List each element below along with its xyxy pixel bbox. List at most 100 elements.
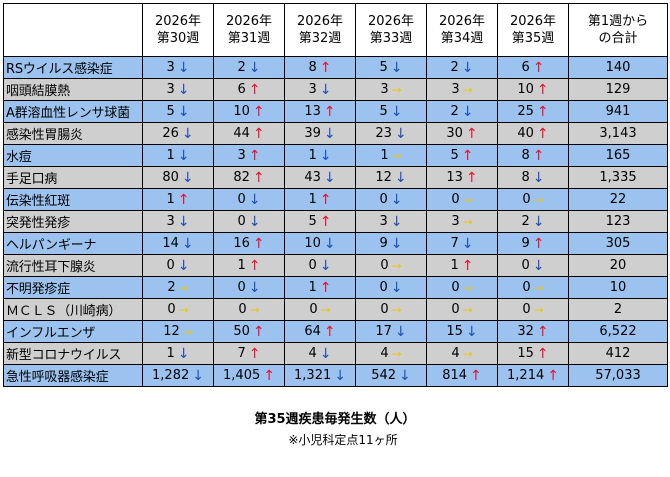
week-value-cell: 1 ↓ — [142, 144, 214, 167]
trend-down-arrow-icon: ↓ — [248, 214, 261, 230]
disease-name: A群溶血性レンサ球菌 — [3, 100, 143, 123]
case-count: 3 — [380, 82, 389, 97]
case-count: 1,405 — [223, 368, 261, 383]
week-value-cell: 2 ↓ — [426, 56, 498, 79]
trend-down-arrow-icon: ↓ — [532, 170, 545, 186]
case-count: 13 — [446, 170, 463, 185]
case-count: 5 — [450, 148, 459, 163]
trend-down-arrow-icon: ↓ — [394, 170, 407, 186]
week-value-cell: 10 ↑ — [213, 100, 285, 123]
trend-flat-arrow-icon: → — [249, 303, 260, 317]
header-week-31: 2026年 第31週 — [213, 3, 285, 57]
disease-name: 新型コロナウイルス — [3, 342, 143, 365]
week-value-cell: 30 ↑ — [426, 122, 498, 145]
trend-flat-arrow-icon: → — [391, 83, 402, 97]
header-row: 2026年 第30週 2026年 第31週 2026年 第32週 2026年 第33週 … — [3, 3, 668, 57]
week-value-cell: 1 ↑ — [284, 276, 356, 299]
trend-down-arrow-icon: ↓ — [177, 346, 190, 362]
week-value-cell: 4 → — [426, 342, 498, 365]
case-count: 542 — [371, 368, 397, 383]
week-value-cell: 12 → — [142, 320, 214, 343]
case-count: 0 — [166, 258, 175, 273]
trend-down-arrow-icon: ↓ — [532, 214, 545, 230]
cumulative-total: 941 — [568, 100, 668, 123]
table-row: インフルエンザ 12 → 50 ↑ 64 ↑ 17 ↓ 15 ↓ 32 ↑ 6,522 — [3, 320, 668, 343]
cumulative-total: 10 — [568, 276, 668, 299]
table-row: RSウイルス感染症 3 ↓ 2 ↓ 8 ↑ 5 ↓ 2 ↓ 6 ↑ 140 — [3, 56, 668, 79]
case-count: 5 — [379, 104, 388, 119]
week-value-cell: 6 ↑ — [213, 78, 285, 101]
week-value-cell: 0 → — [426, 298, 498, 321]
week-value-cell: 2 ↓ — [426, 100, 498, 123]
trend-down-arrow-icon: ↓ — [177, 258, 190, 274]
week-value-cell: 542 ↓ — [355, 364, 427, 387]
trend-down-arrow-icon: ↓ — [390, 192, 403, 208]
week-value-cell: 43 ↓ — [284, 166, 356, 189]
table-row: 流行性耳下腺炎 0 ↓ 1 ↑ 0 ↓ 0 → 1 ↑ 0 ↓ 20 — [3, 254, 668, 277]
case-count: 80 — [162, 170, 179, 185]
case-count: 0 — [238, 302, 247, 317]
case-count: 0 — [308, 258, 317, 273]
case-count: 23 — [375, 126, 392, 141]
week-value-cell: 3 ↓ — [142, 78, 214, 101]
trend-down-arrow-icon: ↓ — [323, 170, 336, 186]
case-count: 17 — [375, 324, 392, 339]
case-count: 0 — [379, 192, 388, 207]
week-value-cell: 10 ↑ — [497, 78, 569, 101]
case-count: 0 — [237, 192, 246, 207]
week-value-cell: 1 ↑ — [213, 254, 285, 277]
case-count: 3 — [379, 214, 388, 229]
week-value-cell: 0 → — [497, 188, 569, 211]
case-count: 6 — [237, 82, 246, 97]
week-value-cell: 0 ↓ — [284, 254, 356, 277]
case-count: 1,321 — [294, 368, 332, 383]
case-count: 1 — [308, 192, 317, 207]
trend-down-arrow-icon: ↓ — [394, 324, 407, 340]
week-value-cell: 1,282 ↓ — [142, 364, 214, 387]
trend-down-arrow-icon: ↓ — [192, 368, 204, 384]
case-count: 3 — [237, 148, 246, 163]
table-row: 突発性発疹 3 ↓ 0 ↓ 5 ↑ 3 ↓ 3 → 2 ↓ 123 — [3, 210, 668, 233]
case-count: 5 — [166, 104, 175, 119]
week-value-cell: 0 → — [426, 276, 498, 299]
week-value-cell: 10 ↓ — [284, 232, 356, 255]
trend-down-arrow-icon: ↓ — [394, 126, 407, 142]
table-row: ＭＣＬＳ（川崎病） 0 → 0 → 0 → 0 → 0 → 0 → 2 — [3, 298, 668, 321]
week-value-cell: 5 ↓ — [355, 56, 427, 79]
disease-name: 急性呼吸器感染症 — [3, 364, 143, 387]
case-count: 7 — [237, 346, 246, 361]
case-count: 6 — [521, 60, 530, 75]
week-value-cell: 0 → — [497, 298, 569, 321]
week-value-cell: 15 ↑ — [497, 342, 569, 365]
disease-name: 不明発疹症 — [3, 276, 143, 299]
disease-name: 水痘 — [3, 144, 143, 167]
case-count: 3 — [166, 82, 175, 97]
header-corner — [3, 3, 143, 57]
week-value-cell: 9 ↓ — [355, 232, 427, 255]
week-value-cell: 0 ↓ — [497, 254, 569, 277]
week-value-cell: 4 ↓ — [284, 342, 356, 365]
week-value-cell: 5 ↑ — [426, 144, 498, 167]
week-value-cell: 9 ↑ — [497, 232, 569, 255]
case-count: 1 — [380, 148, 389, 163]
trend-up-arrow-icon: ↑ — [319, 60, 332, 76]
disease-name: 手足口病 — [3, 166, 143, 189]
case-count: 2 — [167, 280, 176, 295]
case-count: 1 — [308, 148, 317, 163]
week-value-cell: 17 ↓ — [355, 320, 427, 343]
week-value-cell: 1 ↓ — [284, 144, 356, 167]
trend-flat-arrow-icon: → — [391, 149, 402, 163]
trend-flat-arrow-icon: → — [391, 303, 402, 317]
week-value-cell: 0 → — [142, 298, 214, 321]
week-value-cell: 7 ↑ — [213, 342, 285, 365]
header-week-30: 2026年 第30週 — [142, 3, 214, 57]
header-week-33: 2026年 第33週 — [355, 3, 427, 57]
trend-up-arrow-icon: ↑ — [177, 192, 190, 208]
week-value-cell: 4 → — [355, 342, 427, 365]
trend-up-arrow-icon: ↑ — [252, 170, 265, 186]
case-count: 40 — [517, 126, 534, 141]
case-count: 1,282 — [152, 368, 190, 383]
trend-down-arrow-icon: ↓ — [319, 346, 332, 362]
disease-name: 伝染性紅斑 — [3, 188, 143, 211]
case-count: 1 — [237, 258, 246, 273]
